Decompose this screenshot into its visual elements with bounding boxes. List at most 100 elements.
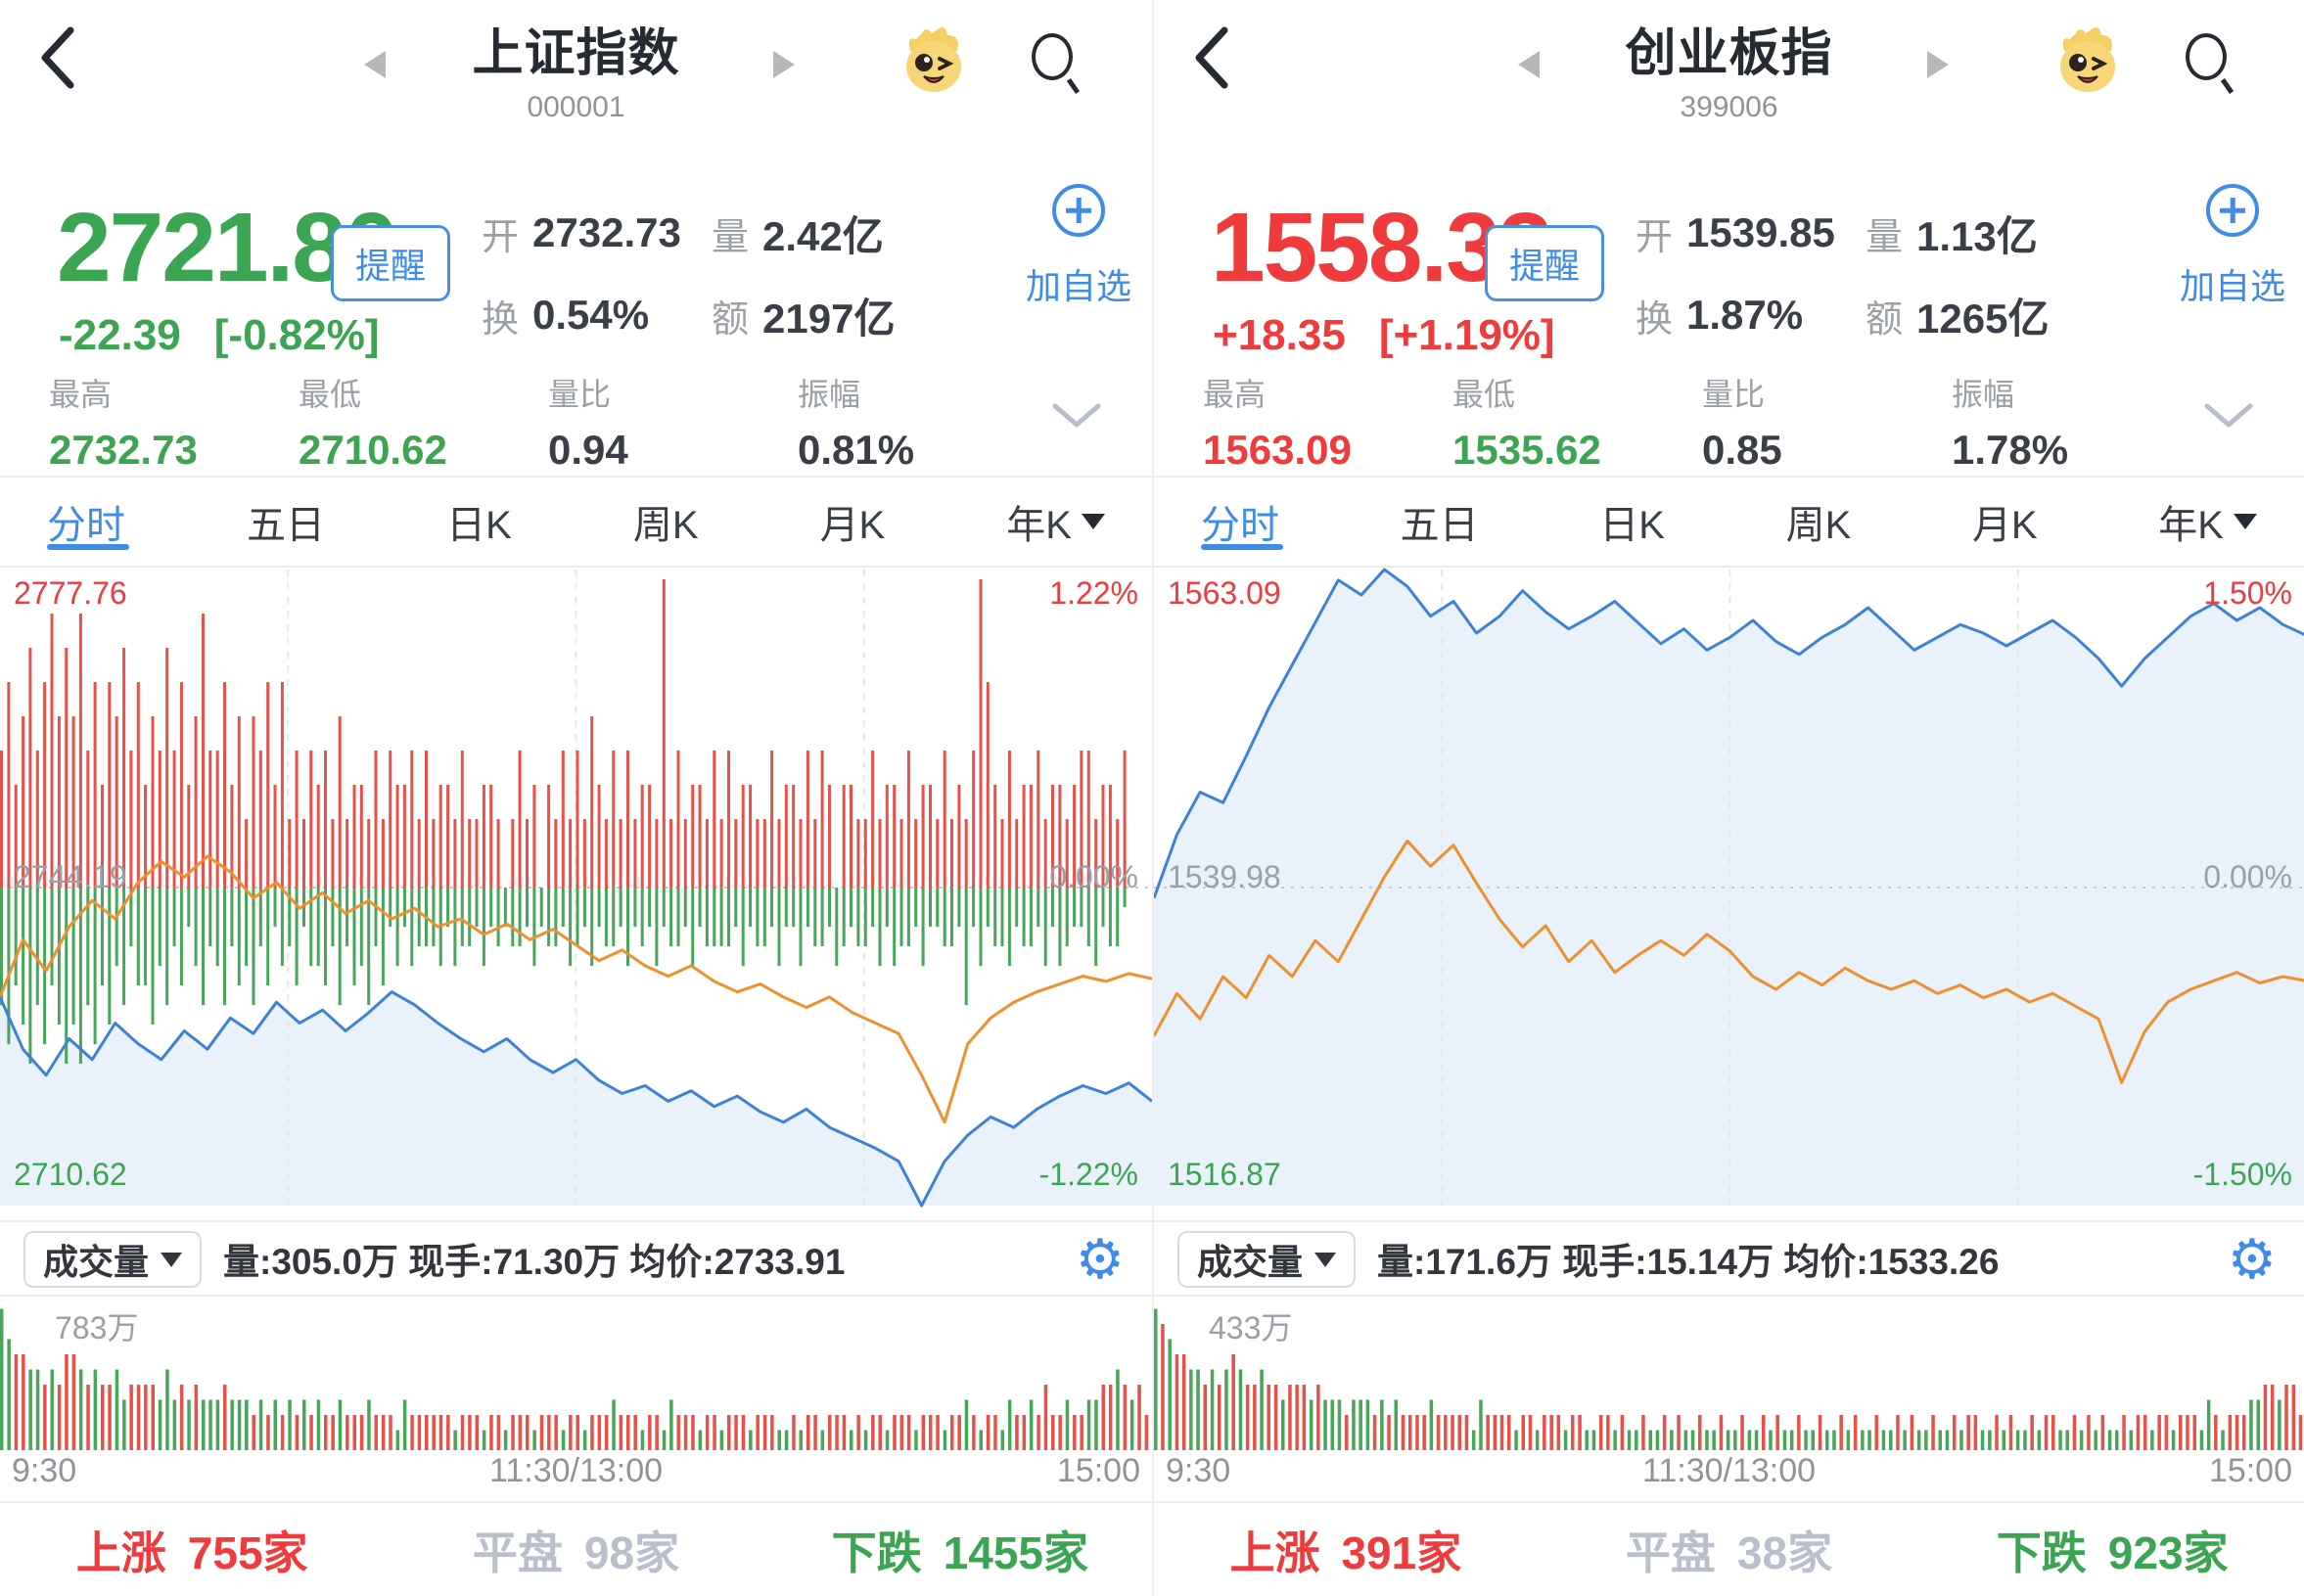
search-icon[interactable]: [1030, 31, 1088, 94]
stat-value: 1539.85: [1686, 209, 1835, 255]
price-change: -22.39 [-0.82%]: [59, 311, 379, 360]
divider: [0, 1501, 1152, 1503]
panel-header: 创业板指 399006: [1154, 0, 2304, 123]
stat-label: 额: [712, 298, 750, 341]
quote-stats: 开 1539.85 量 1.13亿 换 1.87% 额 1265亿: [1636, 192, 2096, 356]
settings-gear-icon[interactable]: ⚙: [1075, 1228, 1125, 1292]
tab-yearly-k[interactable]: 年K: [2158, 493, 2257, 550]
chart-low-label: 2710.62: [14, 1157, 127, 1192]
tab-daily-k[interactable]: 日K: [1599, 504, 1665, 547]
tab-yearly-k[interactable]: 年K: [1006, 493, 1105, 550]
range-label: 最高: [49, 377, 113, 412]
time-midday: 11:30/13:00: [1641, 1452, 1817, 1489]
stat-value: 1.13亿: [1916, 212, 2038, 259]
tab-weekly-k[interactable]: 周K: [632, 504, 699, 547]
stat-label: 换: [482, 298, 520, 341]
minute-chart[interactable]: 1563.09 1.50% 1539.98 0.00% 1516.87 -1.5…: [1154, 568, 2304, 1206]
index-code: 000001: [527, 91, 625, 123]
collapse-stats-chevron-icon[interactable]: [2204, 403, 2253, 433]
next-index-arrow-icon[interactable]: [773, 51, 795, 78]
volume-chart[interactable]: 433万: [1154, 1300, 2304, 1450]
price-change: +18.35 [+1.19%]: [1213, 311, 1555, 360]
tab-minute[interactable]: 分时: [47, 493, 129, 550]
stat-label: 量: [1866, 216, 1904, 258]
range-value: 2732.73: [49, 427, 198, 473]
mascot-icon[interactable]: [897, 22, 971, 101]
mascot-icon[interactable]: [2051, 22, 2125, 101]
stat-value: 2732.73: [532, 209, 681, 255]
search-icon[interactable]: [2184, 31, 2242, 94]
chart-low-label: 1516.87: [1168, 1157, 1281, 1192]
alert-button[interactable]: 提醒: [331, 225, 451, 301]
range-label: 最低: [299, 377, 362, 412]
add-watchlist-label: 加自选: [2179, 266, 2285, 306]
volume-info-text: 量:305.0万 现手:71.30万 均价:2733.91: [223, 1242, 846, 1282]
range-label: 最高: [1203, 377, 1267, 412]
divider: [1154, 476, 2304, 478]
stat-value: 2197亿: [762, 295, 896, 342]
market-breadth-row: 上涨 755家 平盘 98家 下跌 1455家: [0, 1503, 1152, 1596]
index-title: 创业板指: [1625, 25, 1833, 82]
chevron-down-icon: [2233, 514, 2257, 529]
add-watchlist-label: 加自选: [1025, 266, 1131, 306]
index-code: 399006: [1680, 91, 1778, 123]
divider: [1154, 1501, 2304, 1503]
range-label: 最低: [1452, 377, 1516, 412]
stat-label: 量: [712, 216, 750, 258]
minute-chart[interactable]: 2777.76 1.22% 2744.19 0.00% 2710.62 -1.2…: [0, 570, 1152, 1208]
unchanged-stat: 平盘 98家: [472, 1527, 680, 1578]
range-stats-row: 最高 1563.09 最低 1535.62 量比 0.85 振幅 1.78%: [1154, 370, 2304, 476]
tab-five-day[interactable]: 五日: [247, 504, 326, 547]
tab-monthly-k[interactable]: 月K: [819, 504, 886, 547]
range-label: 振幅: [798, 377, 861, 412]
chart-high-label: 1563.09: [1168, 575, 1281, 611]
time-midday: 11:30/13:00: [488, 1452, 664, 1489]
tab-weekly-k[interactable]: 周K: [1785, 504, 1852, 547]
index-panel: 创业板指 399006 1558.33 提醒 +18.35 [+1: [1152, 0, 2304, 1596]
market-breadth-row: 上涨 391家 平盘 38家 下跌 923家: [1154, 1503, 2304, 1596]
chart-mid-label: 1539.98: [1168, 859, 1281, 894]
change-value: +18.35: [1213, 311, 1346, 359]
time-close: 15:00: [2208, 1452, 2292, 1489]
alert-button[interactable]: 提醒: [1485, 225, 1605, 301]
advancers-stat: 上涨 755家: [75, 1527, 308, 1578]
back-button[interactable]: [1191, 25, 1234, 95]
panel-header: 上证指数 000001: [0, 0, 1152, 123]
back-button[interactable]: [37, 25, 80, 95]
tab-monthly-k[interactable]: 月K: [1971, 504, 2038, 547]
range-value: 0.81%: [798, 427, 915, 473]
add-watchlist-button[interactable]: 加自选: [2164, 184, 2301, 309]
volume-indicator-dropdown[interactable]: 成交量: [23, 1231, 203, 1288]
change-percent: [+1.19%]: [1378, 311, 1555, 359]
decliners-stat: 下跌 923家: [1996, 1527, 2229, 1578]
range-value: 0.85: [1702, 427, 1782, 473]
add-watchlist-button[interactable]: 加自选: [1010, 184, 1147, 309]
period-tabs: 分时 五日 日K 周K 月K 年K: [0, 478, 1152, 568]
volume-chart[interactable]: 783万: [0, 1300, 1152, 1450]
prev-index-arrow-icon[interactable]: [1518, 51, 1540, 78]
prev-index-arrow-icon[interactable]: [364, 51, 386, 78]
index-panel: 上证指数 000001 2721.80 提醒 -22.39 [-0: [0, 0, 1152, 1596]
settings-gear-icon[interactable]: ⚙: [2227, 1228, 2277, 1292]
active-tab-underline: [1201, 544, 1283, 550]
collapse-stats-chevron-icon[interactable]: [1052, 403, 1101, 433]
volume-indicator-dropdown[interactable]: 成交量: [1177, 1231, 1357, 1288]
tab-minute[interactable]: 分时: [1201, 493, 1283, 550]
range-value: 0.94: [548, 427, 628, 473]
plus-circle-icon: [1052, 184, 1105, 237]
period-tabs: 分时 五日 日K 周K 月K 年K: [1154, 478, 2304, 568]
range-value: 2710.62: [299, 427, 447, 473]
change-percent: [-0.82%]: [213, 311, 380, 359]
quote-stats: 开 2732.73 量 2.42亿 换 0.54% 额 2197亿: [482, 192, 942, 356]
range-value: 1.78%: [1952, 427, 2069, 473]
time-open: 9:30: [1166, 1452, 1231, 1489]
tab-daily-k[interactable]: 日K: [446, 504, 512, 547]
tab-five-day[interactable]: 五日: [1400, 504, 1479, 547]
chart-high-pct: 1.22%: [1049, 575, 1138, 611]
chevron-down-icon: [1081, 514, 1105, 529]
plus-circle-icon: [2206, 184, 2259, 237]
stat-label: 换: [1636, 298, 1674, 341]
range-label: 量比: [1702, 377, 1766, 412]
next-index-arrow-icon[interactable]: [1927, 51, 1949, 78]
